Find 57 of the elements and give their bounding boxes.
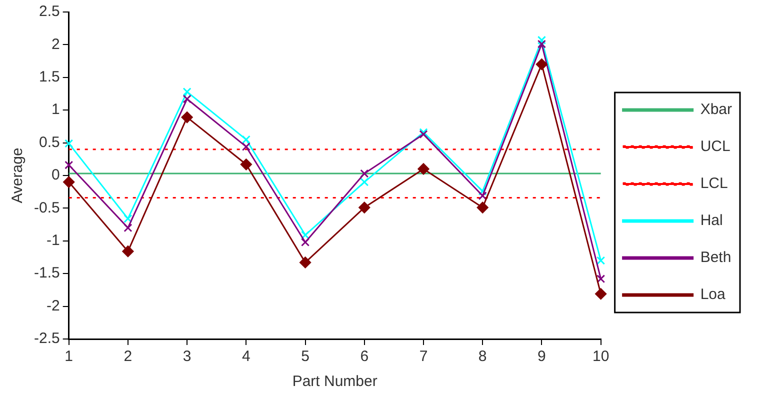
legend-label: LCL xyxy=(700,175,728,192)
y-tick-label: 2 xyxy=(52,36,60,53)
point xyxy=(182,94,192,104)
point xyxy=(595,288,607,300)
point xyxy=(182,88,192,96)
x-tick-label: 6 xyxy=(360,348,369,366)
y-axis-title: Average xyxy=(9,148,26,204)
point xyxy=(63,176,75,188)
point xyxy=(122,246,134,258)
y-tick-label: 1 xyxy=(52,101,60,118)
x-tick-label: 4 xyxy=(242,348,250,366)
point xyxy=(536,58,548,70)
point xyxy=(64,139,74,148)
point xyxy=(64,160,74,170)
point xyxy=(360,178,369,186)
legend-label: UCL xyxy=(700,138,730,156)
x-tick-label: 9 xyxy=(538,348,546,366)
y-tick-label: 0.5 xyxy=(38,134,60,151)
point xyxy=(360,169,369,178)
y-tick-label: -2.5 xyxy=(34,330,60,348)
x-tick-label: 1 xyxy=(64,348,74,366)
legend-label: Hal xyxy=(700,212,723,230)
point xyxy=(124,224,132,232)
point xyxy=(596,274,606,284)
y-tick-label: 2.5 xyxy=(38,3,60,20)
point xyxy=(240,158,252,170)
x-tick-label: 2 xyxy=(124,348,132,366)
x-axis-title: Part Number xyxy=(292,373,378,390)
legend-label: Loa xyxy=(700,286,726,304)
x-tick-label: 7 xyxy=(419,348,428,366)
point xyxy=(418,163,430,175)
point xyxy=(478,186,487,196)
point xyxy=(124,214,132,223)
point xyxy=(537,40,546,48)
legend-label: Xbar xyxy=(700,101,732,118)
y-tick-label: 1.5 xyxy=(38,68,60,86)
y-tick-label: -0.5 xyxy=(34,199,60,216)
y-tick-label: -2 xyxy=(46,297,60,314)
x-tick-label: 10 xyxy=(592,348,610,366)
y-tick-label: 0 xyxy=(52,166,60,184)
point xyxy=(596,256,606,265)
point xyxy=(476,202,488,214)
point xyxy=(300,230,310,240)
point xyxy=(242,135,250,144)
x-tick-label: 5 xyxy=(301,348,310,366)
x-tick-label: 3 xyxy=(182,348,192,366)
point xyxy=(181,112,193,124)
point xyxy=(300,256,312,268)
y-tick-label: -1.5 xyxy=(34,264,60,282)
point xyxy=(478,191,487,200)
point xyxy=(300,238,310,246)
point xyxy=(242,142,250,152)
legend-label: Beth xyxy=(700,249,732,266)
point xyxy=(358,202,370,214)
x-tick-label: 8 xyxy=(478,348,487,366)
point xyxy=(537,36,546,44)
y-tick-label: -1 xyxy=(46,232,60,250)
